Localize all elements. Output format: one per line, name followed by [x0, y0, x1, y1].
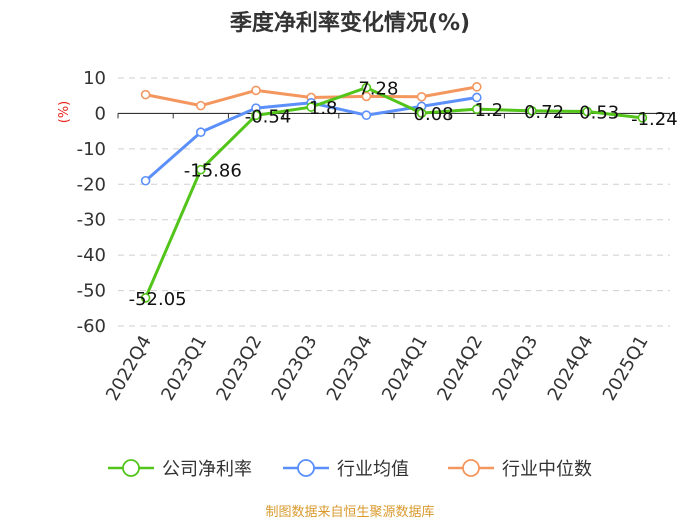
data-point	[471, 104, 482, 114]
data-point	[196, 127, 206, 138]
data-point	[582, 106, 593, 117]
data-point	[140, 293, 151, 303]
data-label: 0.08	[414, 104, 454, 125]
data-point	[140, 89, 151, 100]
series-lines	[140, 82, 648, 303]
x-tick-label: 2024Q3	[488, 332, 542, 404]
data-label: 1.8	[309, 98, 338, 119]
source-note: 制图数据来自恒生聚源数据库	[265, 504, 434, 520]
y-tick-label: -20	[77, 174, 106, 195]
legend-label: 公司净利率	[162, 459, 252, 480]
x-tick-label: 2023Q4	[323, 332, 377, 404]
x-tick-label: 2023Q3	[268, 332, 322, 404]
x-axis-ticks: 2022Q4 2023Q1 2023Q2 2023Q3 2023Q4 2024Q1 2024…	[102, 332, 653, 404]
data-label: -52.05	[129, 289, 187, 310]
x-tick-label: 2024Q2	[433, 332, 487, 404]
series-line	[144, 86, 643, 299]
x-tick-label: 2025Q1	[599, 332, 653, 404]
x-tick-label: 2023Q2	[212, 332, 266, 404]
data-point	[361, 82, 372, 93]
data-point	[196, 164, 206, 175]
data-point	[306, 102, 317, 112]
y-tick-label: -10	[77, 139, 106, 160]
data-label: 1.2	[474, 100, 503, 121]
grid	[117, 77, 671, 327]
y-tick-label: 10	[83, 68, 106, 89]
y-axis-ticks: 10 0 -10 -20 -30 -40 -50 -60	[77, 68, 106, 337]
data-labels: -52.05 -15.86 -0.54 1.8 7.28 0.08 1.2 0.72 0.53-…	[129, 79, 678, 310]
data-label: 0.72	[524, 102, 564, 123]
data-point	[140, 175, 151, 186]
legend-label: 行业中位数	[502, 459, 592, 480]
x-tick-label: 2024Q1	[378, 332, 432, 404]
y-tick-label: -60	[77, 316, 106, 337]
data-label: -1.24	[631, 109, 678, 130]
legend-marker-icon	[297, 459, 315, 477]
data-label: 7.28	[358, 79, 398, 100]
data-label: -0.54	[245, 106, 292, 127]
legend-label: 行业均值	[337, 459, 409, 480]
data-label: -15.86	[184, 161, 242, 182]
data-point	[416, 91, 427, 102]
legend-marker-icon	[462, 459, 480, 477]
data-point	[251, 110, 261, 121]
data-point	[196, 100, 206, 111]
y-tick-label: -30	[77, 210, 106, 231]
chart-title: 季度净利率变化情况(%)	[230, 10, 470, 36]
legend-marker-icon	[122, 459, 140, 477]
data-point	[527, 106, 537, 116]
x-tick-label: 2024Q4	[544, 332, 598, 404]
x-tick-label: 2023Q1	[157, 332, 211, 404]
data-point	[471, 92, 482, 103]
data-point	[637, 113, 648, 123]
y-tick-label: -50	[77, 281, 106, 302]
data-point	[471, 82, 482, 92]
y-tick-label: 0	[95, 103, 106, 124]
data-label: 0.53	[579, 103, 619, 124]
legend[interactable]: 公司净利率 行业均值 行业中位数	[108, 459, 592, 480]
y-axis-label: (%)	[57, 101, 72, 124]
data-point	[361, 110, 372, 120]
x-tick-label: 2022Q4	[102, 332, 156, 404]
data-point	[416, 108, 427, 118]
data-point	[251, 85, 261, 96]
y-tick-label: -40	[77, 245, 106, 266]
